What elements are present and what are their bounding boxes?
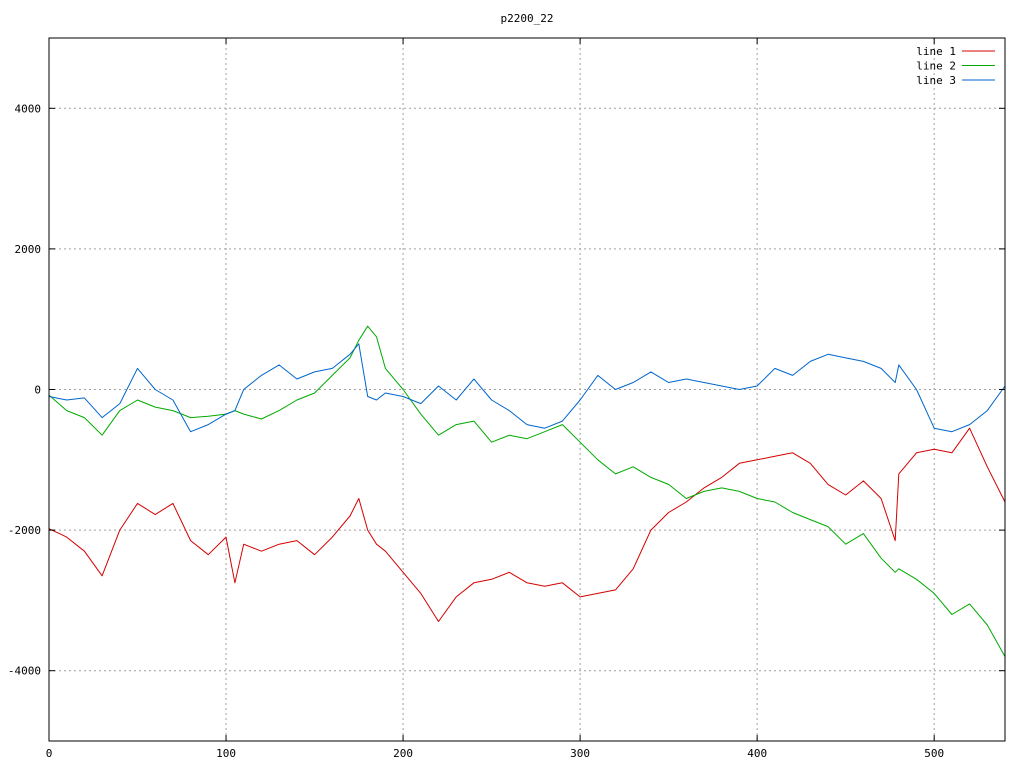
y-tick-label: 4000 <box>15 102 42 115</box>
series-line-2 <box>48 325 1006 657</box>
x-tick-label: 100 <box>216 747 236 760</box>
legend-label-2: line 2 <box>916 60 956 73</box>
x-tick-label: 200 <box>393 747 413 760</box>
x-tick-label: 400 <box>747 747 767 760</box>
y-tick-label: 0 <box>34 384 41 397</box>
y-tick-label: -2000 <box>8 524 41 537</box>
chart-title: p2200_22 <box>501 12 554 25</box>
grid-layer <box>49 38 1005 741</box>
legend-label-3: line 3 <box>916 74 956 87</box>
axis-layer: 0 100 200 300 400 500 -4000 -2000 0 2000 4000 <box>8 38 1005 760</box>
x-tick-label: 500 <box>924 747 944 760</box>
series-layer <box>48 325 1006 657</box>
y-tick-label: 2000 <box>15 243 42 256</box>
x-tick-label: 300 <box>570 747 590 760</box>
series-line-1 <box>48 427 1006 622</box>
series-line-3 <box>48 343 1006 433</box>
y-tick-label: -4000 <box>8 665 41 678</box>
legend-label-1: line 1 <box>916 45 956 58</box>
x-tick-label: 0 <box>46 747 53 760</box>
